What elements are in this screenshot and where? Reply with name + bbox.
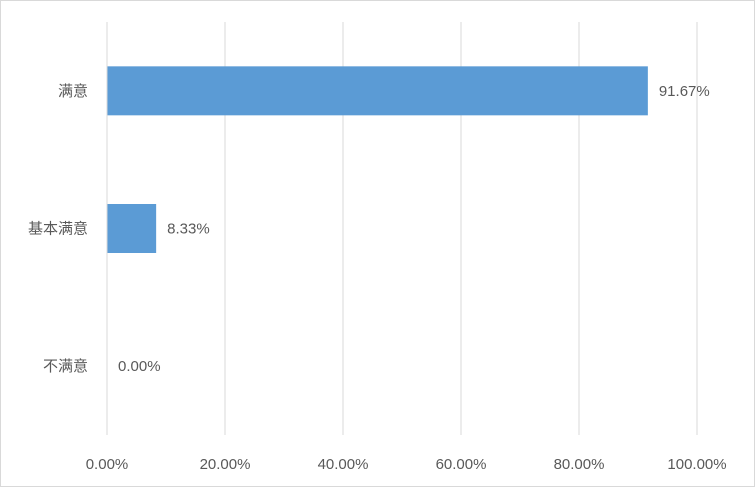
bar-1 (107, 66, 648, 116)
data-label: 91.67% (659, 83, 710, 100)
bar-2 (107, 204, 157, 253)
category-label: 满意 (58, 82, 88, 100)
data-label: 0.00% (118, 358, 161, 375)
x-tick-label: 20.00% (200, 456, 251, 473)
category-label: 不满意 (43, 357, 88, 375)
x-tick-label: 60.00% (436, 456, 487, 473)
x-tick-label: 0.00% (86, 456, 129, 473)
data-label: 8.33% (167, 221, 210, 238)
x-tick-label: 100.00% (667, 456, 726, 473)
x-tick-label: 80.00% (554, 456, 605, 473)
x-tick-label: 40.00% (318, 456, 369, 473)
category-label: 基本满意 (28, 220, 88, 238)
